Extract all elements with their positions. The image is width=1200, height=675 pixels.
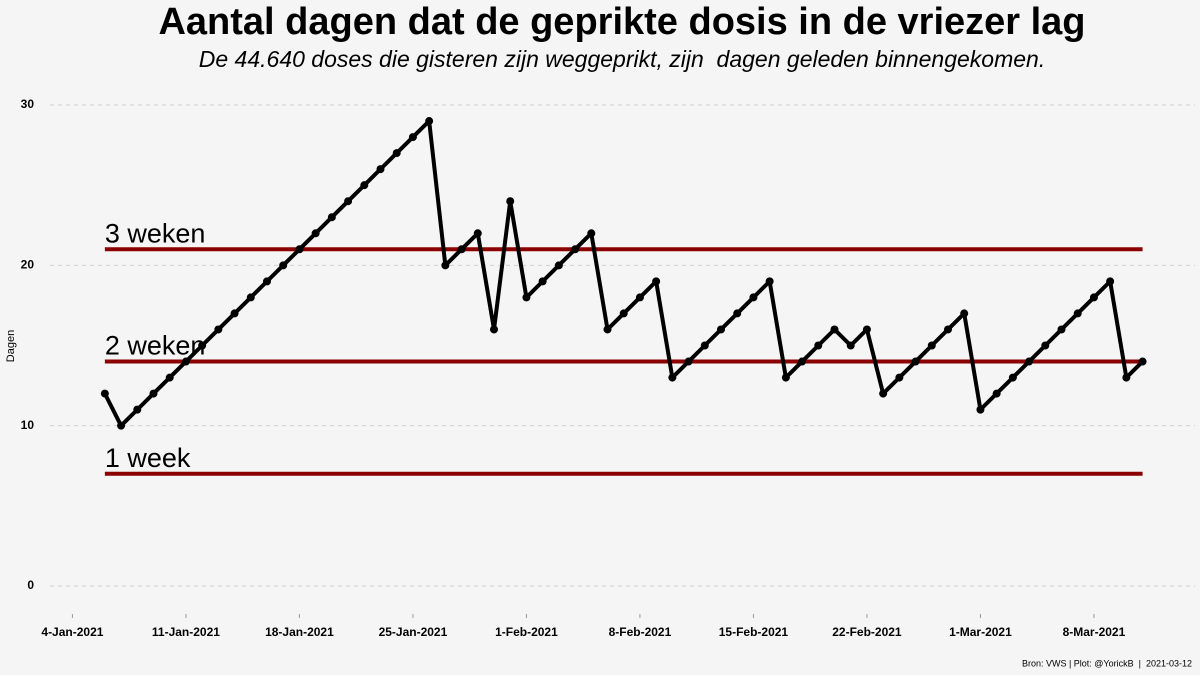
point [652,277,661,286]
point [490,325,498,334]
point [668,373,677,382]
caption: Bron: VWS | Plot: @YorickB | 2021-03-12 [1022,658,1192,668]
point [344,197,353,206]
point [1089,293,1098,302]
point [1025,357,1034,366]
y-tick-label: 0 [27,578,34,592]
point [263,277,271,286]
y-tick-label: 30 [21,97,35,111]
point [733,309,742,318]
point [700,341,709,350]
point [473,229,482,238]
point [944,325,952,334]
chart-subtitle: De 44.640 doses die gisteren zijn weggep… [199,46,1045,72]
point [927,341,936,350]
point [587,229,596,238]
point [360,181,369,190]
point [457,245,466,254]
point [181,357,190,366]
point [408,133,417,142]
point [603,325,612,334]
x-tick-label: 25-Jan-2021 [379,625,448,639]
x-tick-label: 22-Feb-2021 [832,625,902,639]
point [911,357,920,366]
point [684,357,693,366]
point [1122,373,1131,382]
point [976,405,985,414]
point [311,229,320,238]
x-tick-label: 4-Jan-2021 [41,625,103,639]
point [522,293,531,302]
point [538,277,547,286]
point [879,389,888,398]
point [781,373,790,382]
reference-label: 2 weken [105,331,206,361]
point [425,117,434,126]
point [392,149,401,158]
point [554,261,563,270]
x-tick-label: 1-Mar-2021 [949,625,1012,639]
point [895,373,904,382]
x-tick-label: 1-Feb-2021 [495,625,558,639]
point [1073,309,1082,318]
point [149,389,158,398]
point [133,405,142,414]
y-tick-label: 20 [21,258,35,272]
point [992,389,1001,398]
point [279,261,288,270]
point [327,213,336,222]
point [1138,357,1147,366]
x-tick-label: 15-Feb-2021 [719,625,789,639]
x-tick-label: 8-Feb-2021 [609,625,672,639]
point [635,293,644,302]
point [376,165,385,174]
point [295,245,304,254]
point [100,389,109,398]
y-axis-label: Dagen [5,330,17,362]
point [798,357,807,366]
chart-title: Aantal dagen dat de geprikte dosis in de… [158,1,1085,43]
reference-label: 1 week [105,443,191,473]
reference-label: 3 weken [105,218,206,248]
point [230,309,239,318]
point [765,277,774,286]
point [749,293,758,302]
point [198,341,207,350]
point [571,245,580,254]
point [619,309,628,318]
point [960,309,969,318]
point [117,421,126,430]
y-tick-label: 10 [21,418,35,432]
point [214,325,223,334]
point [1041,341,1050,350]
point [814,341,823,350]
point [506,197,515,206]
point [830,325,839,334]
point [717,325,725,334]
point [1008,373,1017,382]
x-tick-label: 8-Mar-2021 [1063,625,1126,639]
point [846,341,855,350]
point [246,293,255,302]
point [441,261,450,270]
point [1106,277,1115,286]
x-tick-label: 18-Jan-2021 [265,625,334,639]
point [862,325,871,334]
x-tick-label: 11-Jan-2021 [152,625,220,639]
point [165,373,174,382]
point [1057,325,1066,334]
